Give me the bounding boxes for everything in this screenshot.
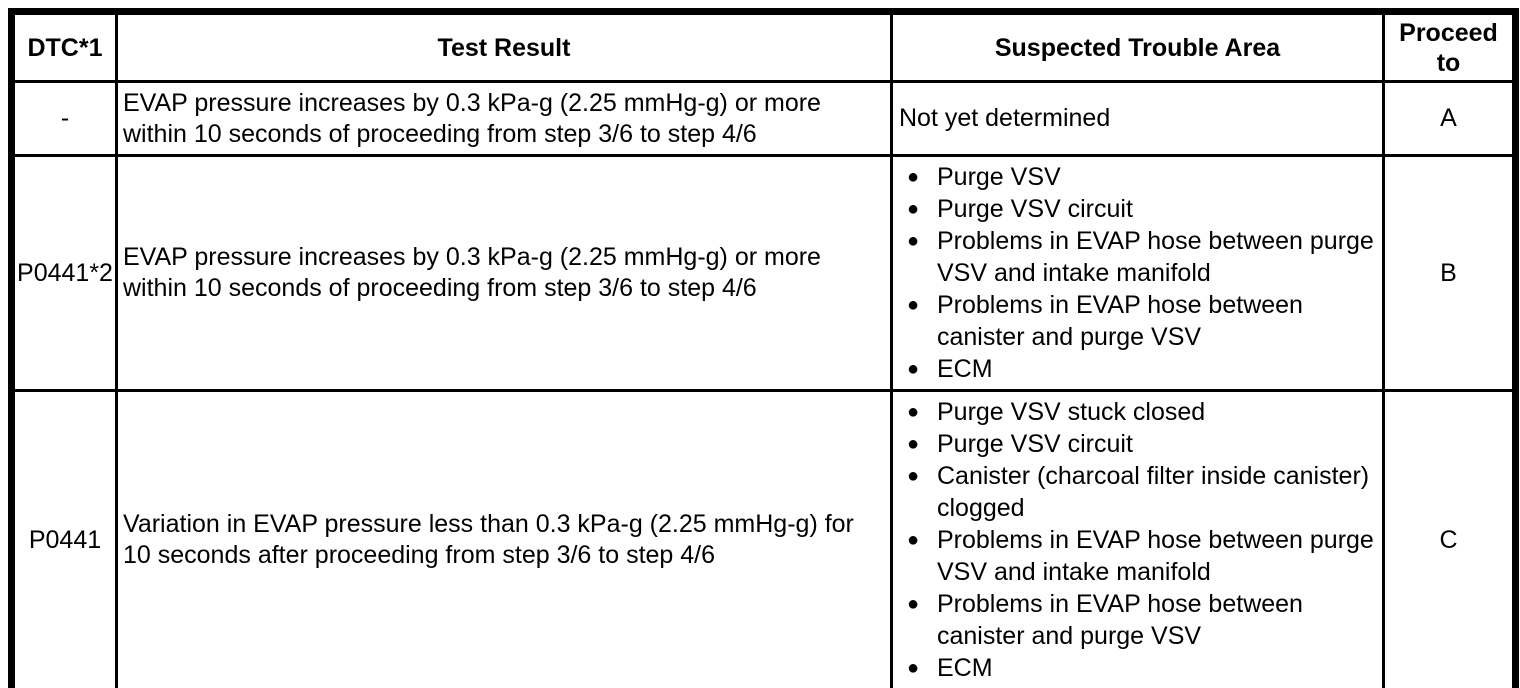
header-proceed-to: Proceed to (1382, 10, 1517, 83)
trouble-area-item: Canister (charcoal filter inside caniste… (899, 460, 1376, 524)
test-result-cell: EVAP pressure increases by 0.3 kPa-g (2.… (115, 80, 893, 157)
trouble-area-cell: Purge VSVPurge VSV circuitProblems in EV… (890, 154, 1385, 392)
trouble-area-item: ECM (899, 353, 1376, 385)
header-dtc: DTC*1 (10, 10, 118, 83)
proceed-to-cell: A (1382, 80, 1517, 157)
trouble-area-item: ECM (899, 652, 1376, 684)
dtc-cell: - (10, 80, 118, 157)
table-row: P0441 Variation in EVAP pressure less th… (10, 389, 1517, 688)
trouble-area-cell: Not yet determined (890, 80, 1385, 157)
trouble-area-item: Purge VSV circuit (899, 193, 1376, 225)
dtc-cell: P0441*2 (10, 154, 118, 392)
test-result-cell: EVAP pressure increases by 0.3 kPa-g (2.… (115, 154, 893, 392)
dtc-diagnostic-table: DTC*1 Test Result Suspected Trouble Area… (8, 8, 1519, 688)
header-test-result: Test Result (115, 10, 893, 83)
header-suspected-trouble-area: Suspected Trouble Area (890, 10, 1385, 83)
test-result-cell: Variation in EVAP pressure less than 0.3… (115, 389, 893, 688)
dtc-cell: P0441 (10, 389, 118, 688)
trouble-area-item: Problems in EVAP hose between purge VSV … (899, 225, 1376, 289)
trouble-area-item: Purge VSV circuit (899, 428, 1376, 460)
table-row: P0441*2 EVAP pressure increases by 0.3 k… (10, 154, 1517, 392)
trouble-area-item: Problems in EVAP hose between canister a… (899, 289, 1376, 353)
trouble-area-item: Purge VSV (899, 161, 1376, 193)
table-row: - EVAP pressure increases by 0.3 kPa-g (… (10, 80, 1517, 157)
table-header-row: DTC*1 Test Result Suspected Trouble Area… (10, 10, 1517, 83)
trouble-area-cell: Purge VSV stuck closedPurge VSV circuitC… (890, 389, 1385, 688)
trouble-area-item: Problems in EVAP hose between canister a… (899, 588, 1376, 652)
trouble-area-text: Not yet determined (899, 104, 1111, 132)
trouble-area-item: Problems in EVAP hose between purge VSV … (899, 524, 1376, 588)
trouble-area-list: Purge VSV stuck closedPurge VSV circuitC… (899, 396, 1376, 684)
trouble-area-list: Purge VSVPurge VSV circuitProblems in EV… (899, 161, 1376, 385)
proceed-to-cell: C (1382, 389, 1517, 688)
proceed-to-cell: B (1382, 154, 1517, 392)
trouble-area-item: Purge VSV stuck closed (899, 396, 1376, 428)
